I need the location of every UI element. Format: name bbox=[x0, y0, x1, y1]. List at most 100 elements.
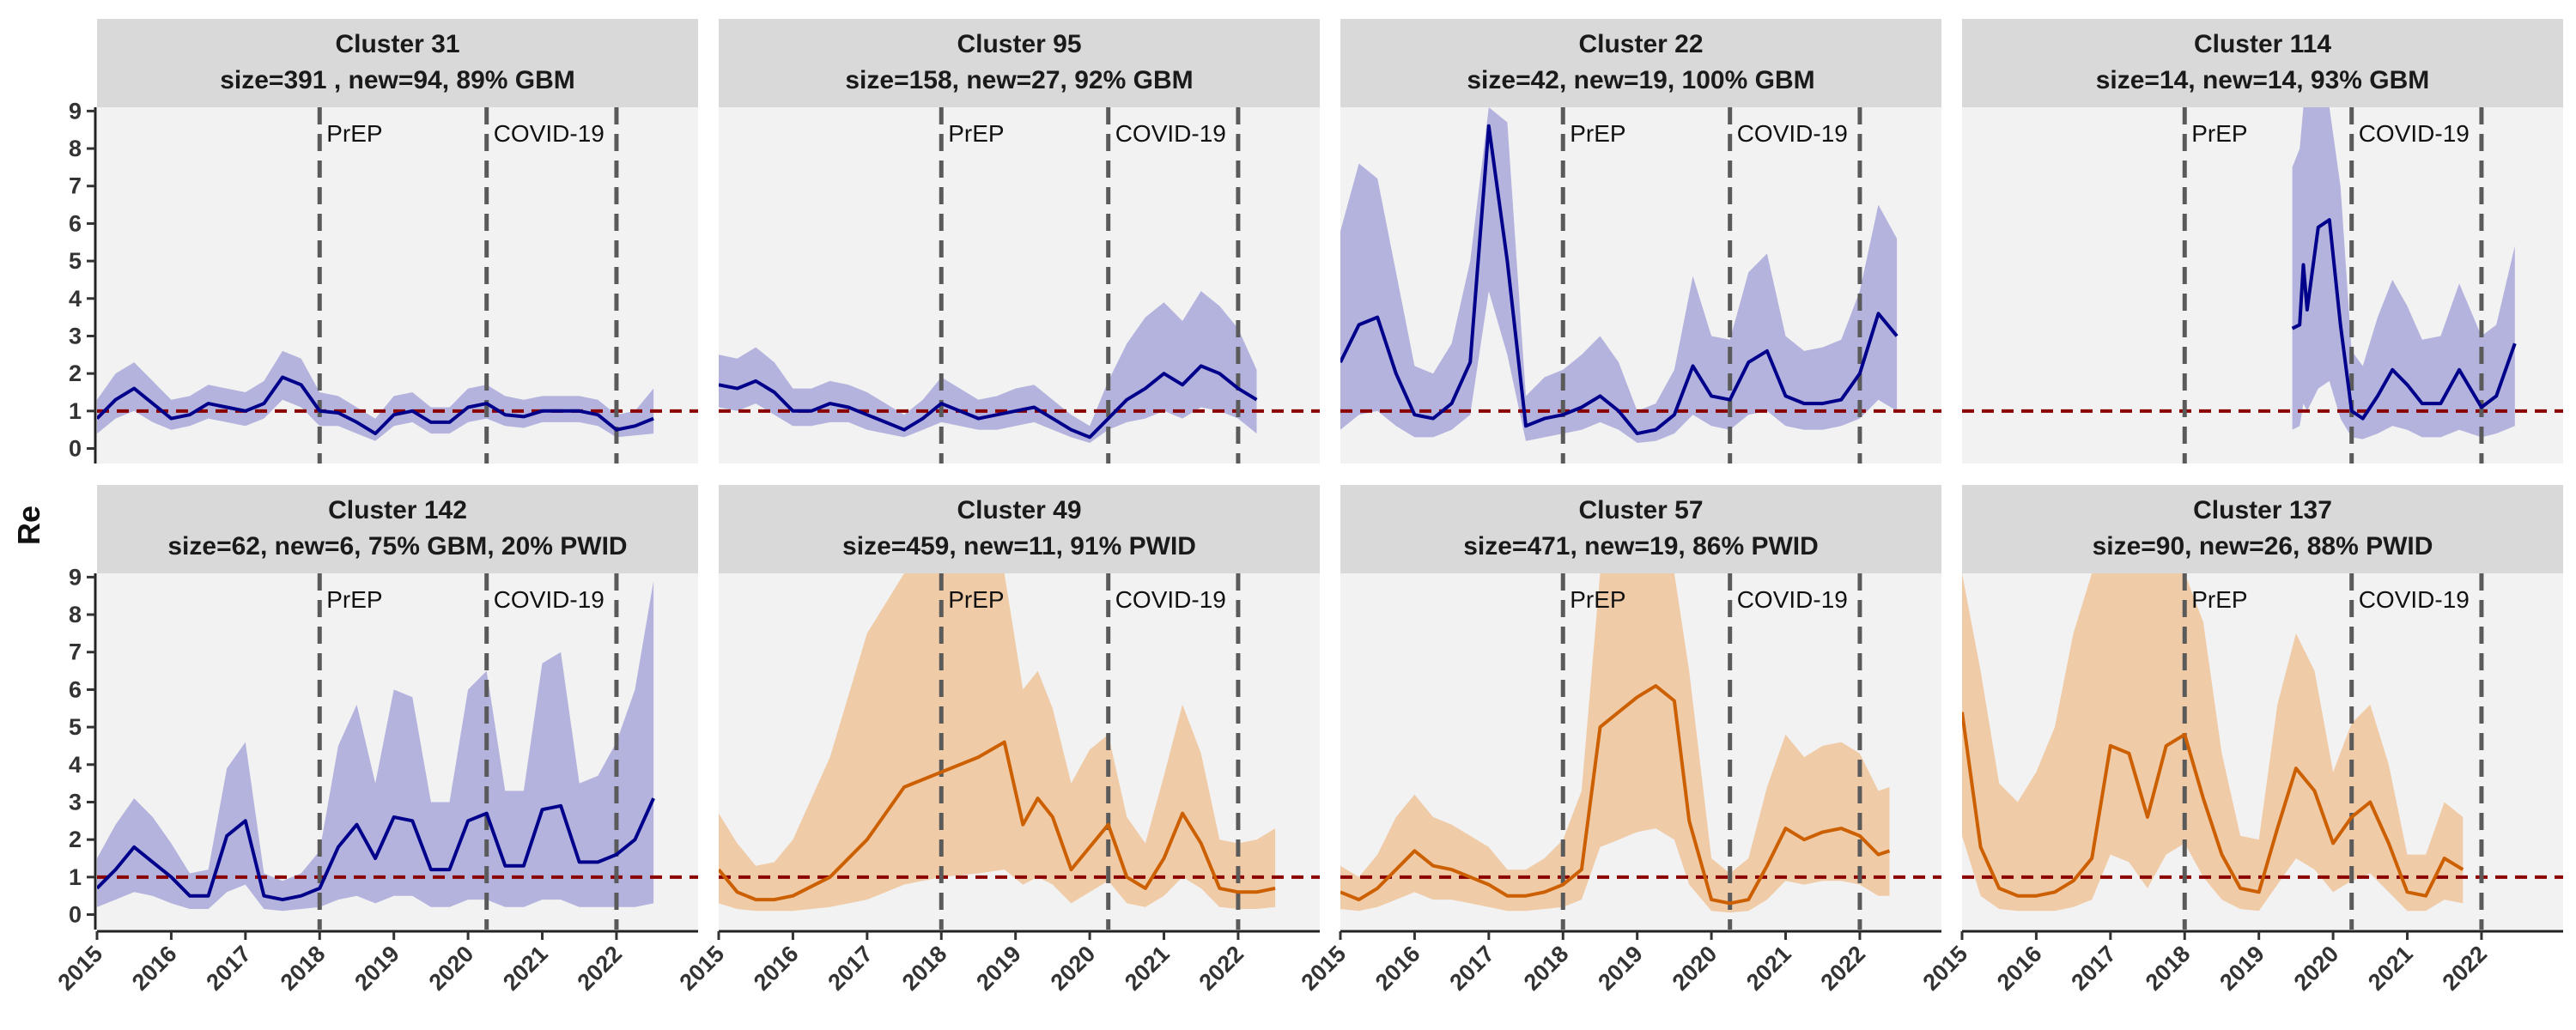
confidence-band bbox=[97, 350, 654, 441]
y-axis-title: Re bbox=[11, 506, 46, 545]
event-label: PrEP bbox=[2191, 586, 2247, 613]
x-tick-label: 2015 bbox=[1297, 941, 1352, 996]
y-tick-label: 6 bbox=[69, 210, 82, 236]
panel-title: Cluster 22 bbox=[1578, 30, 1703, 58]
panel-7: Cluster 57 size=471, new=19, 86% PWID PrEP… bbox=[1297, 485, 1941, 996]
y-tick-label: 6 bbox=[69, 676, 82, 702]
re-series-line bbox=[2291, 218, 2517, 421]
event-label: PrEP bbox=[1570, 586, 1625, 613]
y-tick-label: 4 bbox=[69, 752, 82, 778]
panel-subtitle: size=158, new=27, 92% GBM bbox=[845, 66, 1193, 94]
panel-strip bbox=[719, 485, 1320, 573]
x-tick-label: 2019 bbox=[1593, 941, 1648, 996]
event-label: COVID-19 bbox=[1115, 586, 1226, 613]
panel-title: Cluster 142 bbox=[328, 496, 467, 524]
confidence-band bbox=[1962, 573, 2464, 912]
y-tick-label: 1 bbox=[69, 398, 82, 424]
x-tick-label: 2020 bbox=[1046, 941, 1101, 996]
x-tick-label: 2017 bbox=[1444, 941, 1499, 996]
x-tick-label: 2019 bbox=[971, 941, 1026, 996]
panel-strip bbox=[719, 19, 1320, 107]
panel-subtitle: size=391 , new=94, 89% GBM bbox=[220, 66, 575, 94]
event-label: COVID-19 bbox=[2359, 120, 2470, 147]
re-series-line bbox=[719, 740, 1276, 902]
y-tick-label: 0 bbox=[69, 902, 82, 928]
y-tick-label: 0 bbox=[69, 436, 82, 462]
panel-title: Cluster 137 bbox=[2193, 496, 2332, 524]
x-tick-label: 2016 bbox=[749, 941, 804, 996]
panel-subtitle: size=14, new=14, 93% GBM bbox=[2096, 66, 2430, 94]
panel-5: Cluster 142 size=62, new=6, 75% GBM, 20% … bbox=[53, 485, 698, 996]
y-tick-label: 8 bbox=[69, 136, 82, 161]
x-tick-label: 2016 bbox=[1370, 941, 1425, 996]
x-tick-label: 2022 bbox=[572, 941, 627, 996]
panel-data-layer bbox=[1340, 107, 1941, 464]
confidence-band bbox=[719, 573, 1276, 912]
y-tick-label: 4 bbox=[69, 286, 82, 312]
x-tick-label: 2021 bbox=[2363, 941, 2418, 996]
x-tick-label: 2016 bbox=[127, 941, 182, 996]
x-tick-label: 2021 bbox=[498, 941, 553, 996]
event-label: PrEP bbox=[2191, 120, 2247, 147]
panel-strip bbox=[1340, 19, 1941, 107]
panel-title: Cluster 31 bbox=[335, 30, 459, 58]
x-tick-label: 2017 bbox=[201, 941, 256, 996]
panels-layer: Cluster 31 size=391 , new=94, 89% GBM PrEP… bbox=[53, 19, 2563, 996]
panel-2: Cluster 95 size=158, new=27, 92% GBM PrEP C… bbox=[719, 19, 1320, 464]
panel-title: Cluster 95 bbox=[957, 30, 1081, 58]
x-tick-label: 2018 bbox=[2141, 941, 2196, 996]
panel-title: Cluster 114 bbox=[2194, 30, 2331, 58]
y-tick-label: 5 bbox=[69, 248, 82, 274]
panel-subtitle: size=62, new=6, 75% GBM, 20% PWID bbox=[167, 532, 627, 560]
panel-3: Cluster 22 size=42, new=19, 100% GBM PrEP C… bbox=[1340, 19, 1941, 464]
event-label: COVID-19 bbox=[494, 586, 605, 613]
event-label: COVID-19 bbox=[1737, 120, 1848, 147]
panel-strip bbox=[1962, 485, 2563, 573]
panel-8: Cluster 137 size=90, new=26, 88% PWID PrEP… bbox=[1918, 485, 2563, 996]
re-series-line bbox=[1962, 712, 2464, 898]
panel-strip bbox=[1962, 19, 2563, 107]
re-series-line bbox=[719, 364, 1258, 439]
y-tick-label: 1 bbox=[69, 864, 82, 890]
y-tick-label: 9 bbox=[69, 98, 82, 124]
x-tick-label: 2020 bbox=[1668, 941, 1722, 996]
re-series-line bbox=[1340, 124, 1899, 436]
panel-data-layer bbox=[1962, 573, 2563, 930]
confidence-band bbox=[1340, 573, 1890, 913]
panel-data-layer bbox=[719, 107, 1320, 464]
y-tick-label: 3 bbox=[69, 789, 82, 815]
panel-subtitle: size=459, new=11, 91% PWID bbox=[842, 532, 1196, 560]
x-tick-label: 2022 bbox=[1194, 941, 1249, 996]
panel-4: Cluster 114 size=14, new=14, 93% GBM PrEP C… bbox=[1962, 19, 2563, 464]
x-tick-label: 2019 bbox=[349, 941, 404, 996]
panel-1: Cluster 31 size=391 , new=94, 89% GBM PrEP… bbox=[69, 19, 698, 464]
re-series-line bbox=[97, 797, 655, 902]
x-tick-label: 2020 bbox=[2289, 941, 2344, 996]
y-tick-label: 9 bbox=[69, 564, 82, 590]
confidence-band bbox=[1340, 107, 1898, 443]
event-label: COVID-19 bbox=[1737, 586, 1848, 613]
panel-title: Cluster 49 bbox=[957, 496, 1081, 524]
event-label: PrEP bbox=[326, 586, 382, 613]
event-label: PrEP bbox=[948, 586, 1004, 613]
x-tick-label: 2022 bbox=[1815, 941, 1870, 996]
x-tick-label: 2021 bbox=[1741, 941, 1796, 996]
x-tick-label: 2018 bbox=[1519, 941, 1574, 996]
x-tick-label: 2017 bbox=[2066, 941, 2121, 996]
re-series-line bbox=[1340, 684, 1891, 906]
y-tick-label: 2 bbox=[69, 827, 82, 852]
x-tick-label: 2019 bbox=[2215, 941, 2269, 996]
confidence-band bbox=[2292, 107, 2515, 439]
y-tick-label: 2 bbox=[69, 360, 82, 386]
panel-data-layer bbox=[1962, 107, 2563, 464]
panel-title: Cluster 57 bbox=[1578, 496, 1703, 524]
y-tick-label: 8 bbox=[69, 602, 82, 627]
x-tick-label: 2020 bbox=[424, 941, 479, 996]
x-tick-label: 2018 bbox=[276, 941, 331, 996]
panel-data-layer bbox=[1340, 573, 1941, 930]
re-series-line bbox=[97, 375, 654, 436]
event-label: PrEP bbox=[326, 120, 382, 147]
x-tick-label: 2015 bbox=[675, 941, 730, 996]
event-label: COVID-19 bbox=[2359, 586, 2470, 613]
